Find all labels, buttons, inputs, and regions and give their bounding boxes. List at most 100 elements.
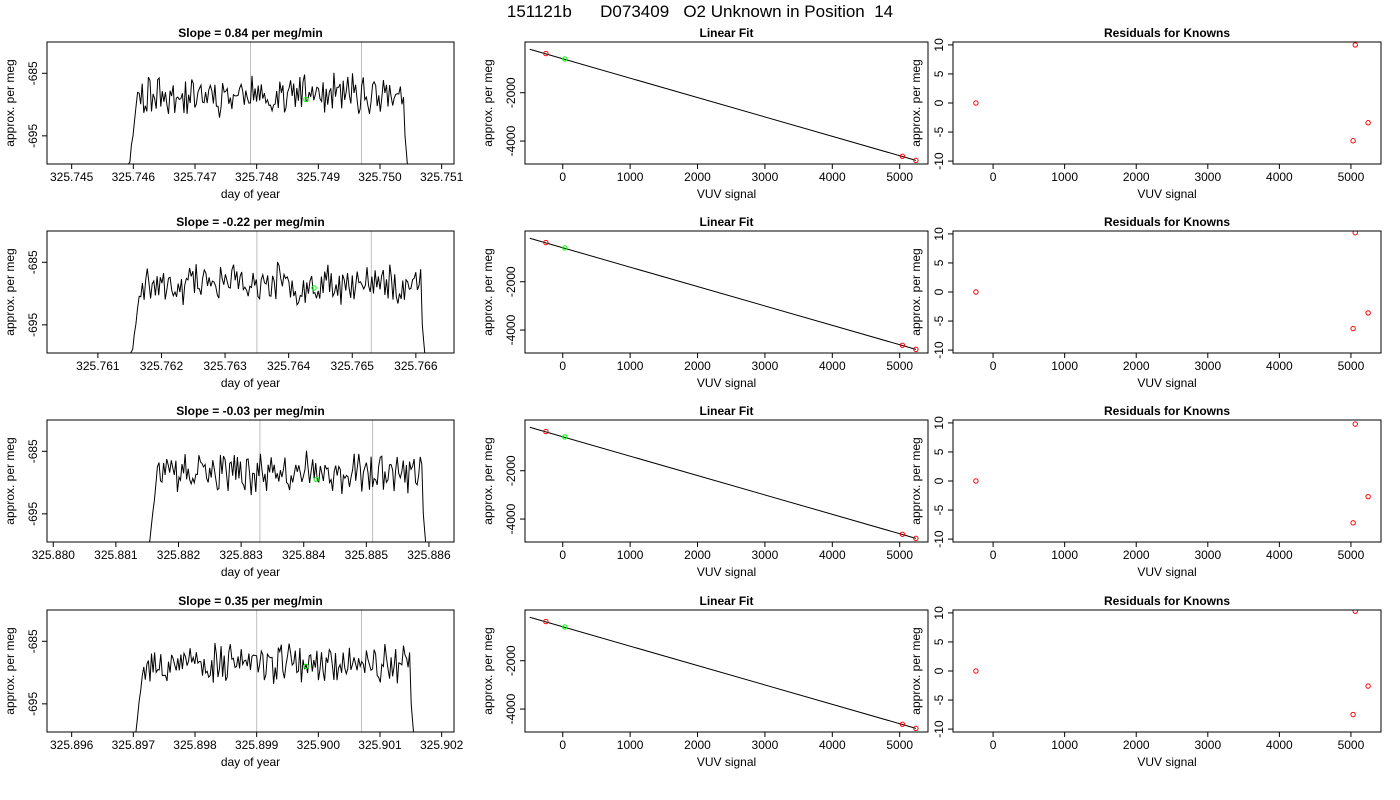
y-tick-label: -10	[932, 152, 946, 170]
panel-title: Linear Fit	[699, 594, 753, 608]
plot-area	[973, 42, 1371, 144]
x-tick-label: 1000	[1051, 170, 1078, 184]
residual-point	[1352, 231, 1358, 236]
x-tick-label: 3000	[752, 359, 779, 373]
known-point	[913, 535, 919, 542]
plot-frame	[524, 41, 929, 165]
y-tick-label: 0	[932, 667, 946, 674]
y-tick-label: -2000	[504, 266, 518, 297]
residual-point	[973, 668, 979, 674]
x-axis: 325.880 325.881 325.882 325.883 325.884 325.8…	[32, 542, 451, 562]
y-tick-label: -695	[26, 313, 40, 337]
x-axis-label: VUV signal	[697, 565, 756, 579]
y-tick-label: -695	[26, 124, 40, 148]
x-axis: 0 1000 2000 3000 4000 5000	[990, 353, 1365, 373]
panel-r4-c1: Slope = 0.35 per meg/min day of year appro…	[3, 594, 464, 769]
x-tick-label: 3000	[752, 170, 779, 184]
y-axis-label: approx. per meg	[909, 248, 923, 335]
x-axis: 0 1000 2000 3000 4000 5000	[559, 353, 913, 373]
x-tick-label: 325.765	[331, 359, 375, 373]
x-tick-label: 1000	[617, 170, 644, 184]
x-tick-label: 2000	[684, 548, 711, 562]
plot-area	[134, 610, 415, 732]
y-tick-label: -10	[932, 341, 946, 359]
plot-frame	[952, 609, 1382, 733]
y-axis: 10 5 0 -5 -10	[932, 606, 953, 738]
x-tick-label: 0	[990, 548, 997, 562]
y-axis-label: approx. per meg	[909, 59, 923, 146]
x-tick-label: 325.902	[420, 738, 464, 752]
x-tick-label: 1000	[617, 359, 644, 373]
plot-area	[148, 420, 427, 542]
x-tick-label: 5000	[1338, 738, 1365, 752]
y-tick-label: -5	[932, 315, 946, 326]
x-tick-label: 4000	[1266, 170, 1293, 184]
y-axis: -685 -695	[26, 250, 47, 337]
panel-title: Residuals for Knowns	[1104, 26, 1230, 40]
y-tick-label: 5	[932, 638, 946, 645]
panel-r1-c1: Slope = 0.84 per meg/min day of year appro…	[3, 26, 464, 201]
x-tick-label: 325.882	[157, 548, 201, 562]
known-point	[913, 346, 919, 353]
x-axis-label: day of year	[221, 755, 280, 769]
panel-title: Slope = 0.35 per meg/min	[178, 594, 322, 608]
known-point	[543, 618, 549, 625]
plot-area	[130, 231, 426, 353]
panel-title: Slope = 0.84 per meg/min	[178, 26, 322, 40]
x-tick-label: 3000	[752, 548, 779, 562]
panel-r3-c1: Slope = -0.03 per meg/min day of year appr…	[3, 404, 455, 579]
y-tick-label: -685	[26, 439, 40, 463]
y-tick-label: -4000	[504, 693, 518, 724]
x-tick-label: 325.751	[420, 170, 464, 184]
residual-point	[1350, 138, 1356, 144]
x-tick-label: 2000	[1123, 548, 1150, 562]
y-tick-label: -10	[932, 720, 946, 738]
x-tick-label: 0	[990, 738, 997, 752]
y-tick-label: -5	[932, 126, 946, 137]
title-description: O2 Unknown in Position 14	[683, 2, 894, 21]
residual-point	[1365, 120, 1371, 126]
plot-area	[973, 610, 1371, 718]
x-tick-label: 4000	[819, 738, 846, 752]
x-tick-label: 3000	[1194, 738, 1221, 752]
x-tick-label: 4000	[1266, 359, 1293, 373]
y-axis-label: approx. per meg	[481, 248, 495, 335]
x-tick-label: 1000	[617, 548, 644, 562]
y-axis-label: approx. per meg	[3, 59, 17, 146]
x-tick-label: 325.748	[235, 170, 279, 184]
x-tick-label: 325.883	[219, 548, 263, 562]
plot-frame	[524, 609, 929, 733]
panel-title: Linear Fit	[699, 26, 753, 40]
signal-trace	[130, 261, 426, 353]
x-tick-label: 5000	[886, 170, 913, 184]
y-tick-label: -685	[26, 61, 40, 85]
x-tick-label: 4000	[1266, 548, 1293, 562]
x-tick-label: 4000	[819, 170, 846, 184]
x-tick-label: 2000	[684, 738, 711, 752]
x-tick-label: 0	[990, 359, 997, 373]
x-axis-label: VUV signal	[1137, 565, 1196, 579]
x-axis-label: VUV signal	[697, 755, 756, 769]
known-point	[899, 342, 906, 348]
x-tick-label: 325.901	[358, 738, 402, 752]
y-tick-label: -2000	[504, 645, 518, 676]
residual-point	[1352, 610, 1358, 614]
known-point	[543, 239, 549, 246]
x-tick-label: 5000	[886, 738, 913, 752]
plot-frame	[46, 41, 455, 165]
y-axis: -685 -695	[26, 61, 47, 148]
x-tick-label: 1000	[617, 738, 644, 752]
y-axis-label: approx. per meg	[481, 627, 495, 714]
tank-id: D073409	[600, 2, 670, 21]
x-axis-label: VUV signal	[1137, 187, 1196, 201]
x-tick-label: 2000	[1123, 170, 1150, 184]
residual-point	[1365, 310, 1371, 316]
x-tick-label: 325.900	[297, 738, 341, 752]
plot-frame	[524, 419, 929, 543]
x-axis: 0 1000 2000 3000 4000 5000	[990, 542, 1365, 562]
x-axis: 325.761 325.762 325.763 325.764 325.765 325.7…	[76, 353, 438, 373]
panel-title: Slope = -0.22 per meg/min	[176, 215, 324, 229]
y-axis: -2000 -4000	[504, 455, 525, 534]
x-tick-label: 325.747	[173, 170, 217, 184]
plot-frame	[524, 230, 929, 354]
